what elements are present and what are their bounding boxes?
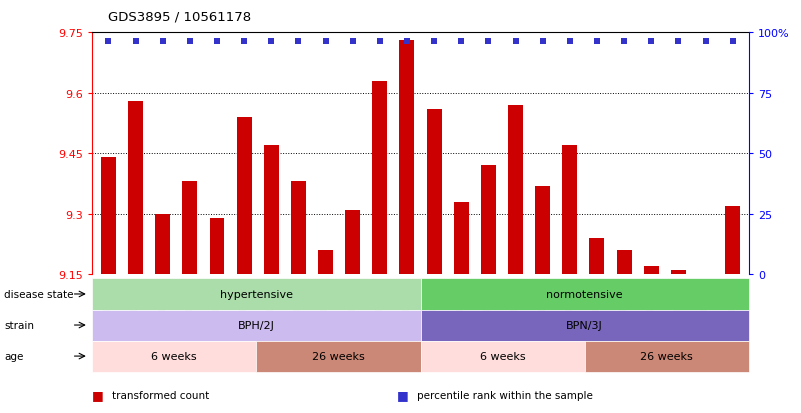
Bar <box>236 118 252 275</box>
Point <box>265 38 278 45</box>
Text: BPH/2J: BPH/2J <box>238 320 275 330</box>
Point <box>536 38 549 45</box>
Text: disease state: disease state <box>4 289 74 299</box>
Point <box>455 38 468 45</box>
Text: BPN/3J: BPN/3J <box>566 320 603 330</box>
Text: GDS3895 / 10561178: GDS3895 / 10561178 <box>108 10 252 23</box>
Point <box>373 38 386 45</box>
Point <box>346 38 359 45</box>
Bar <box>155 214 170 275</box>
Text: 26 weeks: 26 weeks <box>312 351 364 361</box>
Bar <box>427 109 441 275</box>
Bar <box>291 182 306 275</box>
Point <box>400 38 413 45</box>
Bar <box>210 218 224 275</box>
Text: ■: ■ <box>92 388 104 401</box>
Bar <box>345 210 360 275</box>
Point <box>156 38 169 45</box>
Point <box>727 38 739 45</box>
Bar <box>128 102 143 275</box>
Text: age: age <box>4 351 23 361</box>
Point <box>129 38 142 45</box>
Bar <box>590 238 605 275</box>
Text: strain: strain <box>4 320 34 330</box>
Point <box>102 38 115 45</box>
Text: 6 weeks: 6 weeks <box>480 351 525 361</box>
Point <box>211 38 223 45</box>
Bar <box>264 146 279 275</box>
Text: ■: ■ <box>396 388 409 401</box>
Bar <box>617 250 631 275</box>
Bar <box>481 166 496 275</box>
Bar <box>508 105 523 275</box>
Bar <box>318 250 333 275</box>
Point <box>292 38 305 45</box>
Text: 6 weeks: 6 weeks <box>151 351 197 361</box>
Bar <box>562 146 578 275</box>
Point <box>482 38 495 45</box>
Bar <box>671 271 686 275</box>
Point <box>672 38 685 45</box>
Bar <box>535 186 550 275</box>
Text: hypertensive: hypertensive <box>219 289 293 299</box>
Text: normotensive: normotensive <box>546 289 623 299</box>
Point <box>590 38 603 45</box>
Point <box>319 38 332 45</box>
Text: percentile rank within the sample: percentile rank within the sample <box>417 390 593 400</box>
Point <box>183 38 196 45</box>
Point <box>563 38 576 45</box>
Point <box>509 38 522 45</box>
Bar <box>101 158 116 275</box>
Bar <box>183 182 197 275</box>
Bar <box>400 41 414 275</box>
Text: transformed count: transformed count <box>112 390 209 400</box>
Point <box>618 38 630 45</box>
Point <box>238 38 251 45</box>
Bar <box>725 206 740 275</box>
Bar <box>644 267 658 275</box>
Bar <box>372 81 387 275</box>
Point <box>428 38 441 45</box>
Text: 26 weeks: 26 weeks <box>641 351 693 361</box>
Bar <box>454 202 469 275</box>
Point <box>645 38 658 45</box>
Point <box>699 38 712 45</box>
